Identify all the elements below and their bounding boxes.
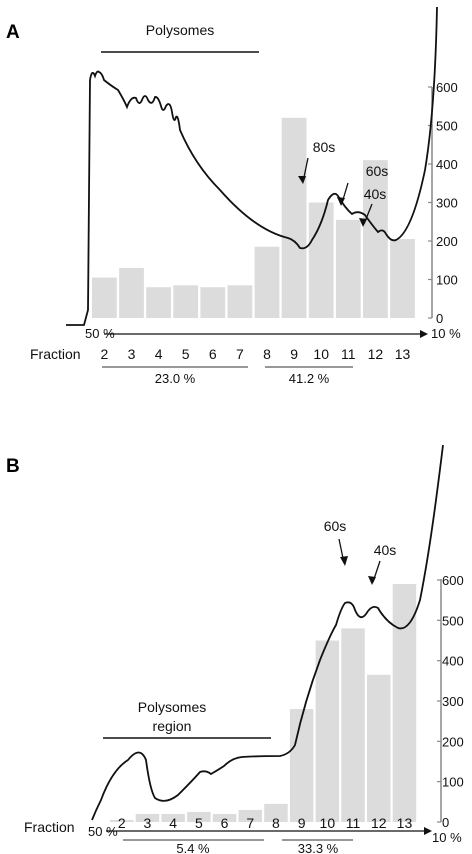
panel-a-fraction-tick-2: 2 [101, 346, 109, 362]
panel-a-bar-fraction-13 [390, 239, 415, 318]
panel-a-peak-60s: 60s [366, 163, 389, 179]
panel-b-fraction-ticks: 2 3 4 5 6 7 8 9 10 11 12 13 [118, 815, 413, 831]
panel-b-label: B [6, 456, 20, 477]
panel-b-fraction-tick-3: 3 [144, 815, 152, 831]
panel-a-fraction-tick-11: 11 [341, 346, 356, 362]
panel-b-y-tick-label-0: 0 [442, 815, 449, 830]
panel-a-fraction-tick-6: 6 [209, 346, 217, 362]
panel-b-fraction-tick-9: 9 [298, 815, 306, 831]
panel-a-bar-fraction-8 [254, 246, 280, 318]
panel-a-fraction-tick-9: 9 [290, 346, 298, 362]
panel-b-arrow-40s [368, 560, 381, 585]
panel-a-y-tick-label-500: 500 [436, 119, 458, 134]
panel-a-fraction-tick-3: 3 [128, 346, 136, 362]
panel-b-y-tick-label-100: 100 [442, 775, 464, 790]
panel-a-polysomes-label: Polysomes [146, 22, 214, 38]
panel-a-y-tick-label-400: 400 [436, 157, 458, 172]
panel-b-bar-fraction-8 [264, 803, 288, 822]
panel-a-peak-80s: 80s [313, 139, 336, 155]
panel-a-y-tick-label-0: 0 [436, 311, 443, 326]
panel-a-gradient-start: 50 % [85, 326, 115, 341]
panel-b-polysomes-label-line-2: region [153, 718, 192, 734]
panel-b-bar-fraction-2 [110, 819, 134, 822]
panel-a-gradient-end: 10 % [431, 326, 461, 341]
panel-b-bar-fraction-4 [161, 813, 185, 822]
panel-b-absorbance-curve [91, 444, 444, 821]
panel-a-fraction-tick-7: 7 [236, 346, 244, 362]
panel-a-label: A [6, 22, 20, 43]
panel-b-fraction-label: Fraction [24, 819, 75, 835]
panel-a-fraction-tick-4: 4 [155, 346, 163, 362]
panel-b-gradient-start: 50 % [88, 824, 118, 839]
panel-a-bar-fraction-6 [200, 287, 226, 318]
panel-a-fraction-tick-10: 10 [313, 346, 329, 362]
panel-b-fraction-tick-5: 5 [195, 815, 203, 831]
panel-b-gradient-arrowhead [424, 827, 432, 835]
panel-a-arrow-40s [359, 203, 373, 227]
panel-b-peak-60s: 60s [324, 518, 347, 534]
panel-a-bar-fraction-12 [363, 160, 388, 318]
panel-b-peak-40s: 40s [374, 542, 397, 558]
panel-b-fraction-tick-10: 10 [320, 815, 336, 831]
panel-b-y-tick-label-200: 200 [442, 734, 464, 749]
panel-a-y-tick-label-200: 200 [436, 234, 458, 249]
panel-b-bar-fraction-10 [315, 640, 340, 822]
panel-b-bars [110, 584, 417, 822]
panel-b-polysomes-label-line-1: Polysomes [138, 699, 206, 715]
panel-a-absorbance-curve [66, 6, 438, 326]
panel-b-fraction-tick-11: 11 [346, 815, 361, 831]
panel-b-fraction-tick-12: 12 [371, 815, 387, 831]
panel-b-bar-fraction-7 [238, 809, 262, 822]
panel-a-arrow-80s [298, 157, 309, 184]
panel-b-fraction-tick-8: 8 [272, 815, 280, 831]
panel-a-bar-fraction-7 [227, 285, 253, 318]
panel-b-fraction-tick-7: 7 [246, 815, 254, 831]
panel-a-fraction-ticks: 2 3 4 5 6 7 8 9 10 11 12 13 [101, 346, 411, 362]
panel-a-peak-40s: 40s [364, 186, 387, 202]
panel-b-fraction-tick-2: 2 [118, 815, 126, 831]
panel-a-bar-fraction-11 [335, 219, 361, 318]
panel-a-fraction-tick-5: 5 [182, 346, 190, 362]
panel-a-bar-fraction-5 [173, 285, 199, 318]
panel-b-y-ticks: 0 100 200 300 400 500 600 [437, 573, 464, 830]
panel-b-bar-fraction-9 [289, 709, 314, 822]
panel-b-bar-fraction-11 [341, 628, 365, 822]
panel-a-fraction-label: Fraction [30, 346, 81, 362]
panel-b-fraction-tick-13: 13 [397, 815, 413, 831]
panel-b-arrow-60s [338, 538, 348, 566]
panel-a-bar-fraction-9 [281, 117, 307, 318]
panel-b-fraction-tick-4: 4 [169, 815, 177, 831]
panel-b-y-tick-label-300: 300 [442, 694, 464, 709]
panel-b-bar-fraction-3 [135, 813, 160, 822]
panel-a-bars [92, 117, 415, 318]
panel-a-bar-fraction-3 [119, 267, 144, 318]
panel-b-y-tick-label-500: 500 [442, 613, 464, 628]
panel-b-bar-fraction-13 [392, 584, 417, 822]
panel-a-y-ticks: 0 100 200 300 400 500 600 [428, 80, 458, 326]
panel-a-fraction-tick-13: 13 [395, 346, 411, 362]
panel-a-bar-fraction-2 [92, 277, 117, 318]
panel-a-bar-fraction-4 [146, 287, 171, 318]
panel-a-group-percent-1: 23.0 % [155, 371, 196, 386]
panel-a-arrow-60s [337, 182, 349, 206]
panel-a-gradient-arrowhead [420, 330, 428, 338]
panel-b-bar-fraction-12 [367, 674, 391, 822]
panel-b-y-tick-label-400: 400 [442, 654, 464, 669]
panel-a-fraction-tick-12: 12 [368, 346, 384, 362]
panel-b-bar-fraction-6 [212, 813, 237, 822]
panel-b-fraction-tick-6: 6 [221, 815, 229, 831]
panel-b-group-percent-2: 33.3 % [298, 841, 339, 854]
panel-b-group-percent-1: 5.4 % [176, 841, 210, 854]
panel-b-bar-fraction-5 [187, 811, 211, 822]
panel-a-y-tick-label-300: 300 [436, 196, 458, 211]
panel-a-fraction-tick-8: 8 [263, 346, 271, 362]
panel-b-y-tick-label-600: 600 [442, 573, 464, 588]
panel-a-y-tick-label-100: 100 [436, 273, 458, 288]
panel-b-gradient-end: 10 % [432, 830, 462, 845]
panel-a-group-percent-2: 41.2 % [289, 371, 330, 386]
panel-a-y-tick-label-600: 600 [436, 80, 458, 95]
panel-b: B 0 100 200 300 400 500 600 Polysomes region 6… [6, 444, 464, 854]
